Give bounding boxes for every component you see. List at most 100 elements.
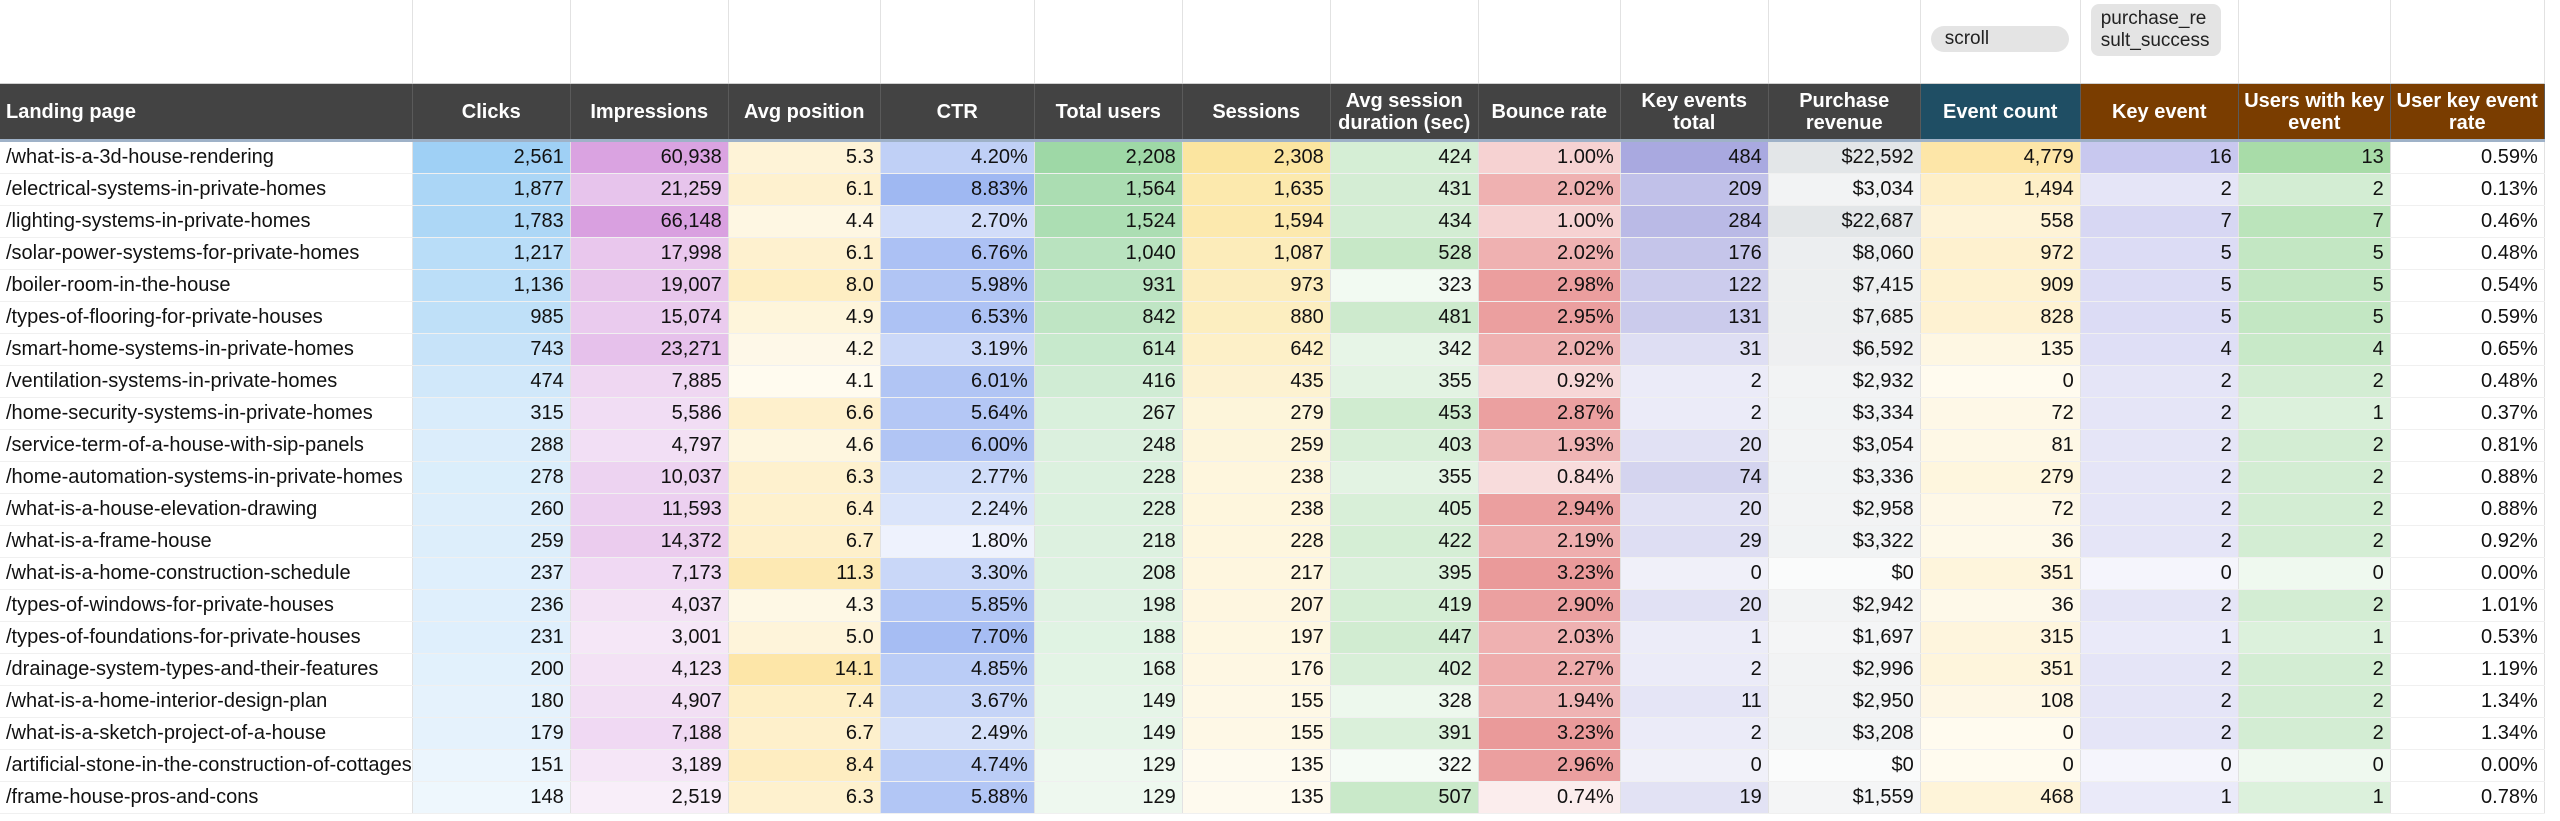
cell-total-users[interactable]: 267	[1034, 397, 1183, 430]
cell-avg-session-duration[interactable]: 405	[1330, 493, 1479, 526]
cell-impressions[interactable]: 14,372	[570, 525, 729, 558]
cell-avg-position[interactable]: 6.4	[728, 493, 881, 526]
cell-key-events-total[interactable]: 31	[1620, 333, 1769, 366]
cell-avg-session-duration[interactable]: 322	[1330, 749, 1479, 782]
cell-key-event[interactable]: 2	[2080, 717, 2239, 750]
cell-clicks[interactable]: 1,136	[412, 269, 571, 302]
cell-avg-session-duration[interactable]: 422	[1330, 525, 1479, 558]
cell-users-with-key-event[interactable]: 2	[2238, 493, 2391, 526]
cell-bounce-rate[interactable]: 0.74%	[1478, 781, 1621, 814]
cell-users-with-key-event[interactable]: 2	[2238, 365, 2391, 398]
cell-users-with-key-event[interactable]: 2	[2238, 429, 2391, 462]
cell-ctr[interactable]: 2.70%	[880, 205, 1035, 238]
cell-avg-position[interactable]: 11.3	[728, 557, 881, 590]
cell-avg-position[interactable]: 4.6	[728, 429, 881, 462]
cell-bounce-rate[interactable]: 2.94%	[1478, 493, 1621, 526]
cell-key-event[interactable]: 2	[2080, 461, 2239, 494]
cell-ctr[interactable]: 4.74%	[880, 749, 1035, 782]
cell-sessions[interactable]: 135	[1182, 749, 1331, 782]
cell-user-key-event-rate[interactable]: 0.59%	[2390, 301, 2545, 334]
cell-impressions[interactable]: 2,519	[570, 781, 729, 814]
cell-landing-page[interactable]: /lighting-systems-in-private-homes	[0, 205, 413, 238]
cell-landing-page[interactable]: /what-is-a-home-interior-design-plan	[0, 685, 413, 718]
cell-users-with-key-event[interactable]: 0	[2238, 749, 2391, 782]
cell-sessions[interactable]: 155	[1182, 717, 1331, 750]
cell-avg-position[interactable]: 14.1	[728, 653, 881, 686]
cell-purchase-revenue[interactable]: $6,592	[1768, 333, 1921, 366]
cell-total-users[interactable]: 198	[1034, 589, 1183, 622]
cell-key-events-total[interactable]: 209	[1620, 173, 1769, 206]
cell-users-with-key-event[interactable]: 1	[2238, 397, 2391, 430]
header-key-events-total[interactable]: Key events total	[1620, 83, 1769, 142]
cell-landing-page[interactable]: /home-automation-systems-in-private-home…	[0, 461, 413, 494]
cell-sessions[interactable]: 1,594	[1182, 205, 1331, 238]
scroll-filter-chip[interactable]: scroll	[1930, 26, 2069, 52]
cell-key-event[interactable]: 2	[2080, 653, 2239, 686]
cell-key-event[interactable]: 2	[2080, 685, 2239, 718]
cell-user-key-event-rate[interactable]: 0.48%	[2390, 365, 2545, 398]
cell-avg-position[interactable]: 6.3	[728, 461, 881, 494]
header-sessions[interactable]: Sessions	[1182, 83, 1331, 142]
cell-user-key-event-rate[interactable]: 0.78%	[2390, 781, 2545, 814]
cell-key-events-total[interactable]: 1	[1620, 621, 1769, 654]
header-clicks[interactable]: Clicks	[412, 83, 571, 142]
cell-event-count[interactable]: 351	[1920, 653, 2081, 686]
cell-user-key-event-rate[interactable]: 1.34%	[2390, 685, 2545, 718]
cell-users-with-key-event[interactable]: 2	[2238, 461, 2391, 494]
cell-user-key-event-rate[interactable]: 0.13%	[2390, 173, 2545, 206]
cell-key-event[interactable]: 2	[2080, 397, 2239, 430]
cell-sessions[interactable]: 238	[1182, 461, 1331, 494]
cell-clicks[interactable]: 278	[412, 461, 571, 494]
cell-event-count[interactable]: 1,494	[1920, 173, 2081, 206]
cell-bounce-rate[interactable]: 2.87%	[1478, 397, 1621, 430]
cell-user-key-event-rate[interactable]: 0.00%	[2390, 749, 2545, 782]
cell-users-with-key-event[interactable]: 13	[2238, 140, 2391, 174]
cell-user-key-event-rate[interactable]: 1.19%	[2390, 653, 2545, 686]
cell-event-count[interactable]: 909	[1920, 269, 2081, 302]
cell-impressions[interactable]: 21,259	[570, 173, 729, 206]
cell-total-users[interactable]: 129	[1034, 781, 1183, 814]
cell-bounce-rate[interactable]: 1.93%	[1478, 429, 1621, 462]
cell-purchase-revenue[interactable]: $7,685	[1768, 301, 1921, 334]
cell-purchase-revenue[interactable]: $0	[1768, 557, 1921, 590]
cell-users-with-key-event[interactable]: 2	[2238, 717, 2391, 750]
cell-bounce-rate[interactable]: 0.84%	[1478, 461, 1621, 494]
cell-sessions[interactable]: 176	[1182, 653, 1331, 686]
cell-landing-page[interactable]: /frame-house-pros-and-cons	[0, 781, 413, 814]
cell-avg-session-duration[interactable]: 391	[1330, 717, 1479, 750]
cell-avg-position[interactable]: 6.7	[728, 717, 881, 750]
cell-avg-session-duration[interactable]: 431	[1330, 173, 1479, 206]
cell-ctr[interactable]: 6.76%	[880, 237, 1035, 270]
cell-impressions[interactable]: 7,173	[570, 557, 729, 590]
cell-avg-position[interactable]: 6.7	[728, 525, 881, 558]
cell-sessions[interactable]: 279	[1182, 397, 1331, 430]
cell-purchase-revenue[interactable]: $2,942	[1768, 589, 1921, 622]
cell-key-events-total[interactable]: 2	[1620, 365, 1769, 398]
cell-clicks[interactable]: 743	[412, 333, 571, 366]
cell-users-with-key-event[interactable]: 2	[2238, 173, 2391, 206]
cell-event-count[interactable]: 36	[1920, 525, 2081, 558]
cell-bounce-rate[interactable]: 2.02%	[1478, 333, 1621, 366]
cell-users-with-key-event[interactable]: 2	[2238, 685, 2391, 718]
cell-key-event[interactable]: 2	[2080, 429, 2239, 462]
cell-ctr[interactable]: 6.01%	[880, 365, 1035, 398]
cell-event-count[interactable]: 972	[1920, 237, 2081, 270]
header-purchase-revenue[interactable]: Purchase revenue	[1768, 83, 1921, 142]
cell-clicks[interactable]: 179	[412, 717, 571, 750]
cell-sessions[interactable]: 207	[1182, 589, 1331, 622]
cell-key-events-total[interactable]: 131	[1620, 301, 1769, 334]
cell-ctr[interactable]: 2.24%	[880, 493, 1035, 526]
cell-ctr[interactable]: 3.30%	[880, 557, 1035, 590]
cell-purchase-revenue[interactable]: $3,322	[1768, 525, 1921, 558]
cell-bounce-rate[interactable]: 2.96%	[1478, 749, 1621, 782]
cell-key-events-total[interactable]: 2	[1620, 653, 1769, 686]
cell-clicks[interactable]: 148	[412, 781, 571, 814]
header-avg-position[interactable]: Avg position	[728, 83, 881, 142]
cell-purchase-revenue[interactable]: $1,697	[1768, 621, 1921, 654]
cell-ctr[interactable]: 3.19%	[880, 333, 1035, 366]
cell-total-users[interactable]: 149	[1034, 717, 1183, 750]
cell-total-users[interactable]: 188	[1034, 621, 1183, 654]
cell-users-with-key-event[interactable]: 5	[2238, 237, 2391, 270]
cell-ctr[interactable]: 5.64%	[880, 397, 1035, 430]
cell-key-events-total[interactable]: 2	[1620, 717, 1769, 750]
